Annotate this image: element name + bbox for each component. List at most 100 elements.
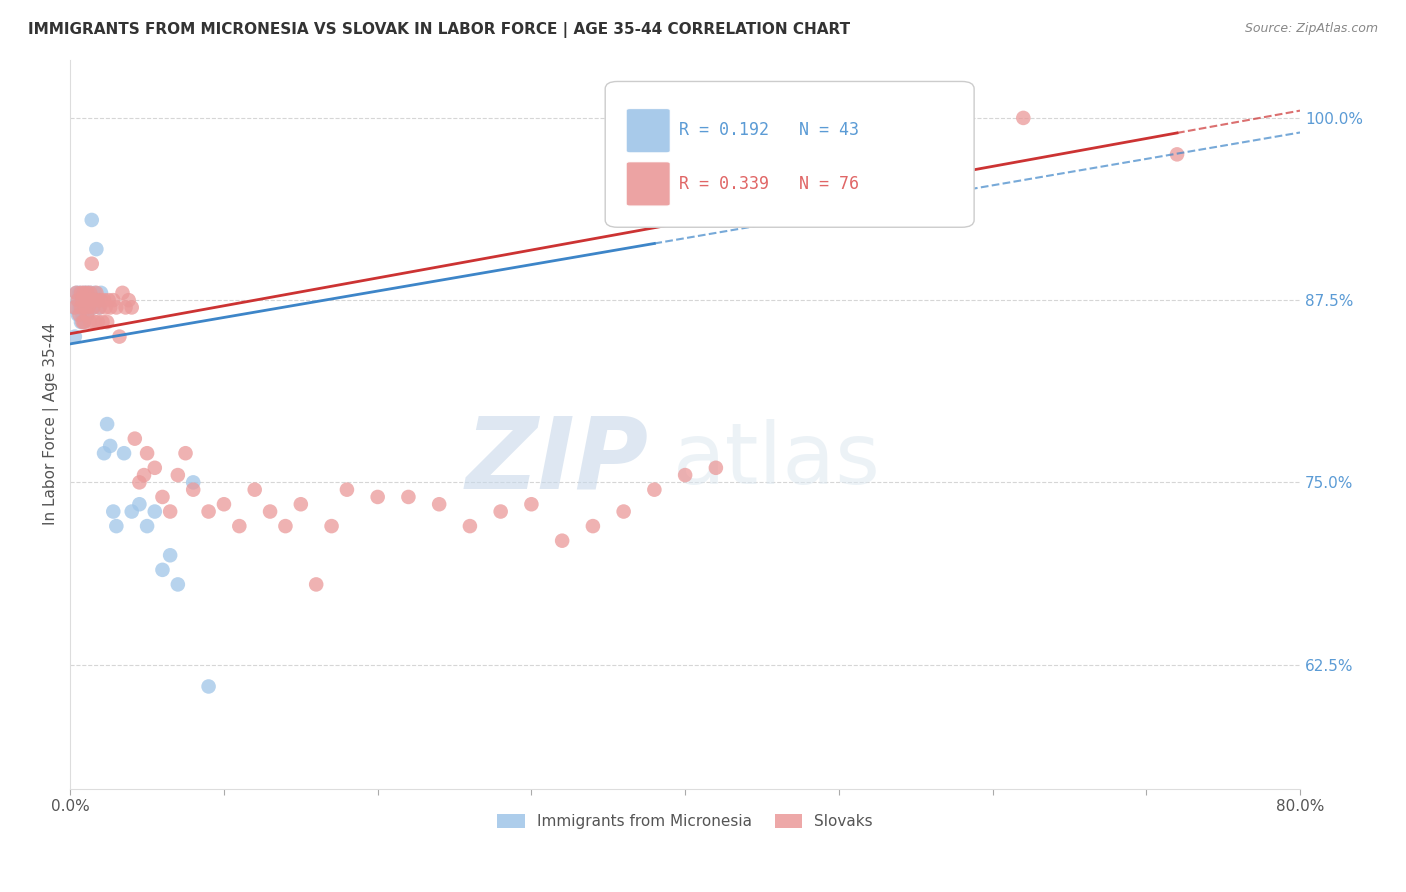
Point: [673, 468, 696, 483]
Point: [77, 293, 100, 307]
Point: [336, 483, 359, 497]
Point: [73, 285, 96, 300]
Point: [91, 315, 114, 329]
Point: [73, 285, 96, 300]
Point: [166, 468, 188, 483]
Point: [87, 293, 110, 307]
Point: [63, 329, 86, 343]
Point: [89, 301, 111, 315]
Point: [72, 301, 94, 315]
Point: [1166, 147, 1188, 161]
Point: [93, 293, 115, 307]
Point: [77, 293, 100, 307]
Point: [83, 315, 105, 329]
Point: [143, 504, 166, 518]
Point: [76, 285, 98, 300]
Point: [136, 446, 159, 460]
Point: [70, 315, 93, 329]
Point: [152, 563, 174, 577]
Point: [704, 460, 727, 475]
Point: [93, 446, 115, 460]
Point: [274, 519, 297, 533]
FancyBboxPatch shape: [605, 81, 974, 227]
Point: [79, 285, 101, 300]
Point: [643, 483, 665, 497]
Point: [75, 301, 97, 315]
Point: [1012, 111, 1035, 125]
Point: [89, 301, 111, 315]
Point: [290, 497, 312, 511]
Point: [75, 301, 97, 315]
Point: [103, 293, 125, 307]
Point: [65, 285, 87, 300]
Point: [94, 301, 117, 315]
Y-axis label: In Labor Force | Age 35-44: In Labor Force | Age 35-44: [44, 323, 59, 525]
Point: [72, 293, 94, 307]
FancyBboxPatch shape: [626, 161, 671, 206]
Point: [112, 446, 135, 460]
Point: [159, 504, 181, 518]
Point: [82, 301, 104, 315]
Point: [143, 460, 166, 475]
Point: [520, 497, 543, 511]
Point: [66, 293, 89, 307]
Point: [121, 301, 143, 315]
Point: [643, 213, 665, 227]
Point: [86, 285, 108, 300]
Point: [62, 301, 84, 315]
Point: [427, 497, 450, 511]
Point: [79, 285, 101, 300]
Point: [243, 483, 266, 497]
Point: [181, 475, 204, 490]
Point: [69, 285, 91, 300]
Point: [128, 497, 150, 511]
Point: [396, 490, 419, 504]
Point: [114, 301, 136, 315]
Point: [197, 680, 219, 694]
Point: [124, 432, 146, 446]
Point: [174, 446, 197, 460]
Point: [259, 504, 281, 518]
Point: [181, 483, 204, 497]
Point: [117, 293, 139, 307]
Point: [305, 577, 328, 591]
Point: [63, 301, 86, 315]
Point: [228, 519, 250, 533]
Point: [152, 490, 174, 504]
Point: [98, 439, 121, 453]
Point: [96, 417, 118, 431]
Point: [103, 504, 125, 518]
Point: [79, 315, 101, 329]
Point: [69, 308, 91, 322]
FancyBboxPatch shape: [626, 109, 671, 153]
Point: [87, 315, 110, 329]
Point: [70, 285, 93, 300]
Point: [77, 301, 100, 315]
Point: [159, 548, 181, 562]
Point: [65, 285, 87, 300]
Point: [132, 468, 155, 483]
Point: [69, 301, 91, 315]
Point: [197, 504, 219, 518]
Point: [105, 301, 128, 315]
Point: [212, 497, 235, 511]
Point: [121, 504, 143, 518]
Point: [321, 519, 343, 533]
Point: [75, 293, 97, 307]
Point: [83, 285, 105, 300]
Point: [136, 519, 159, 533]
Point: [128, 475, 150, 490]
Text: ZIP: ZIP: [465, 412, 648, 509]
Text: R = 0.339   N = 76: R = 0.339 N = 76: [679, 175, 859, 193]
Point: [166, 577, 188, 591]
Point: [458, 519, 481, 533]
Point: [76, 308, 98, 322]
Point: [66, 308, 89, 322]
Point: [82, 301, 104, 315]
Point: [66, 293, 89, 307]
Point: [111, 285, 134, 300]
Legend: Immigrants from Micronesia, Slovaks: Immigrants from Micronesia, Slovaks: [491, 808, 879, 836]
Point: [72, 308, 94, 322]
Point: [80, 257, 103, 271]
Point: [86, 242, 108, 256]
